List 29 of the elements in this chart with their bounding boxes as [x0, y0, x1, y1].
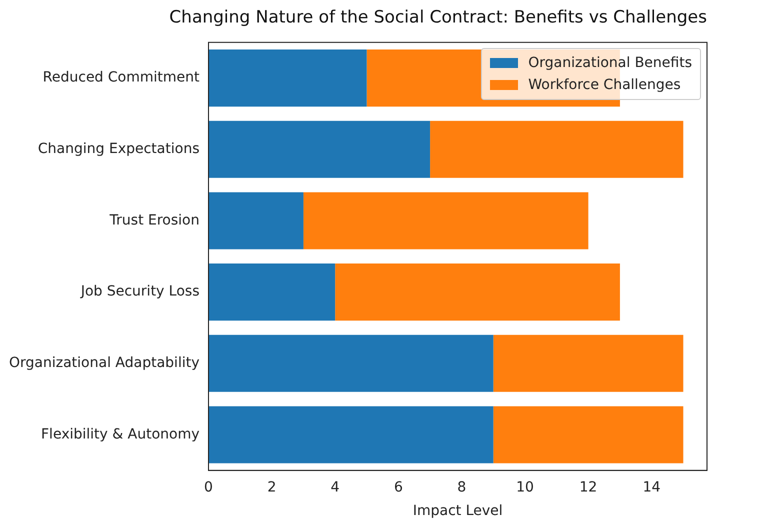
bar — [430, 120, 684, 178]
x-axis-title: Impact Level — [412, 503, 503, 520]
x-tick-label: 0 — [204, 479, 213, 496]
chart-title: Changing Nature of the Social Contract: Benefits vs Challenges — [169, 8, 708, 28]
x-tick-label: 12 — [579, 479, 598, 496]
bar — [303, 192, 588, 250]
y-tick-label: Reduced Commitment — [42, 70, 200, 86]
y-tick-label: Changing Expectations — [38, 141, 200, 158]
y-tick-label: Organizational Adaptability — [8, 355, 200, 372]
bar — [493, 334, 684, 392]
bar — [208, 334, 494, 392]
bar — [208, 50, 367, 107]
x-tick-label: 4 — [330, 479, 340, 496]
y-tick-label: Job Security Loss — [80, 284, 200, 300]
legend-label: Workforce Challenges — [528, 77, 681, 94]
bar — [208, 264, 336, 321]
bar — [208, 120, 430, 178]
bar — [208, 406, 494, 464]
x-tick-label: 6 — [394, 479, 403, 496]
bar — [493, 406, 684, 464]
x-tick-label: 8 — [457, 479, 466, 496]
y-tick-label: Flexibility & Autonomy — [41, 426, 200, 442]
bar — [335, 264, 620, 321]
x-tick-label: 14 — [642, 479, 661, 496]
y-tick-label: Trust Erosion — [108, 212, 200, 228]
legend-label: Organizational Benefits — [528, 55, 692, 72]
x-tick-label: 2 — [267, 479, 276, 496]
bar — [208, 192, 304, 250]
x-tick-label: 10 — [516, 479, 534, 496]
